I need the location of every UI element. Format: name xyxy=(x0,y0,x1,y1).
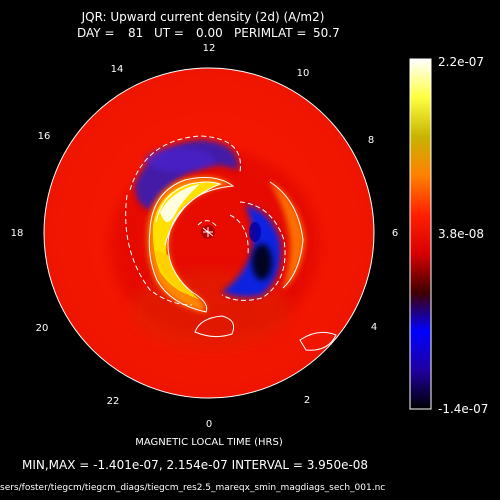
mlt-tick-label: 20 xyxy=(36,323,49,334)
mlt-tick-label: 16 xyxy=(38,131,51,142)
mlt-tick-label: 18 xyxy=(11,228,24,239)
mlt-tick-label: 6 xyxy=(392,228,398,239)
colorbar-mid-label: 3.8e-08 xyxy=(438,227,484,241)
x-axis-label: MAGNETIC LOCAL TIME (HRS) xyxy=(135,437,283,448)
contour-negative-inner xyxy=(229,214,249,256)
colorbar: 2.2e-07 3.8e-08 -1.4e-07 xyxy=(409,55,488,416)
mlt-tick-label: 0 xyxy=(206,419,212,430)
downward-band-north-core xyxy=(145,148,215,172)
mlt-tick-labels: 12 10 8 6 4 2 0 22 20 18 16 14 xyxy=(11,43,399,430)
chart-subtitle: DAY = 81 UT = 0.00 PERIMLAT = 50.7 xyxy=(77,26,340,40)
contour-pole-tick xyxy=(202,227,214,237)
contour-small-bottom xyxy=(194,315,235,338)
contour-negative-pole xyxy=(197,220,219,229)
mlt-tick-label: 10 xyxy=(297,68,310,79)
downward-region-east-core2 xyxy=(249,222,261,242)
upward-arc-lower xyxy=(155,250,200,300)
colorbar-min-label: -1.4e-07 xyxy=(438,402,488,416)
contour-lines xyxy=(148,177,337,351)
mlt-tick-label: 2 xyxy=(304,395,310,406)
contour-positive-crescent xyxy=(148,177,235,313)
day-value: 81 xyxy=(128,26,143,40)
contour-lines-negative xyxy=(125,135,286,306)
minmax-interval-text: MIN,MAX = -1.401e-07, 2.154e-07 INTERVAL… xyxy=(22,458,368,472)
upward-band-east xyxy=(268,180,305,290)
contour-negative-north xyxy=(129,135,241,191)
chart-title: JQR: Upward current density (2d) (A/m2) xyxy=(81,10,325,24)
downward-region-east-core xyxy=(252,244,272,280)
contour-small-right xyxy=(299,331,337,351)
mlt-tick-label: 22 xyxy=(107,396,120,407)
contour-positive-core xyxy=(155,181,222,246)
perimlat-label: PERIMLAT = xyxy=(234,26,307,40)
colorbar-gradient xyxy=(409,58,432,410)
contour-negative-east xyxy=(221,201,286,301)
perimlat-value: 50.7 xyxy=(313,26,340,40)
mlt-tick-label: 14 xyxy=(111,64,124,75)
ut-value: 0.00 xyxy=(196,26,223,40)
file-path-text: sers/foster/tiegcm/tiegcm_diags/tiegcm_r… xyxy=(0,483,385,493)
colorbar-max-label: 2.2e-07 xyxy=(438,55,484,69)
day-label: DAY = xyxy=(77,26,115,40)
plot-boundary xyxy=(43,67,375,399)
contour-negative-west xyxy=(125,194,193,306)
mlt-tick-label: 12 xyxy=(203,43,216,54)
contour-positive-east xyxy=(269,181,304,289)
mlt-tick-label: 8 xyxy=(368,135,374,146)
ut-label: UT = xyxy=(154,26,184,40)
polar-plot-area xyxy=(43,67,375,399)
upward-crescent-core xyxy=(160,184,200,223)
mlt-tick-label: 4 xyxy=(371,322,377,333)
